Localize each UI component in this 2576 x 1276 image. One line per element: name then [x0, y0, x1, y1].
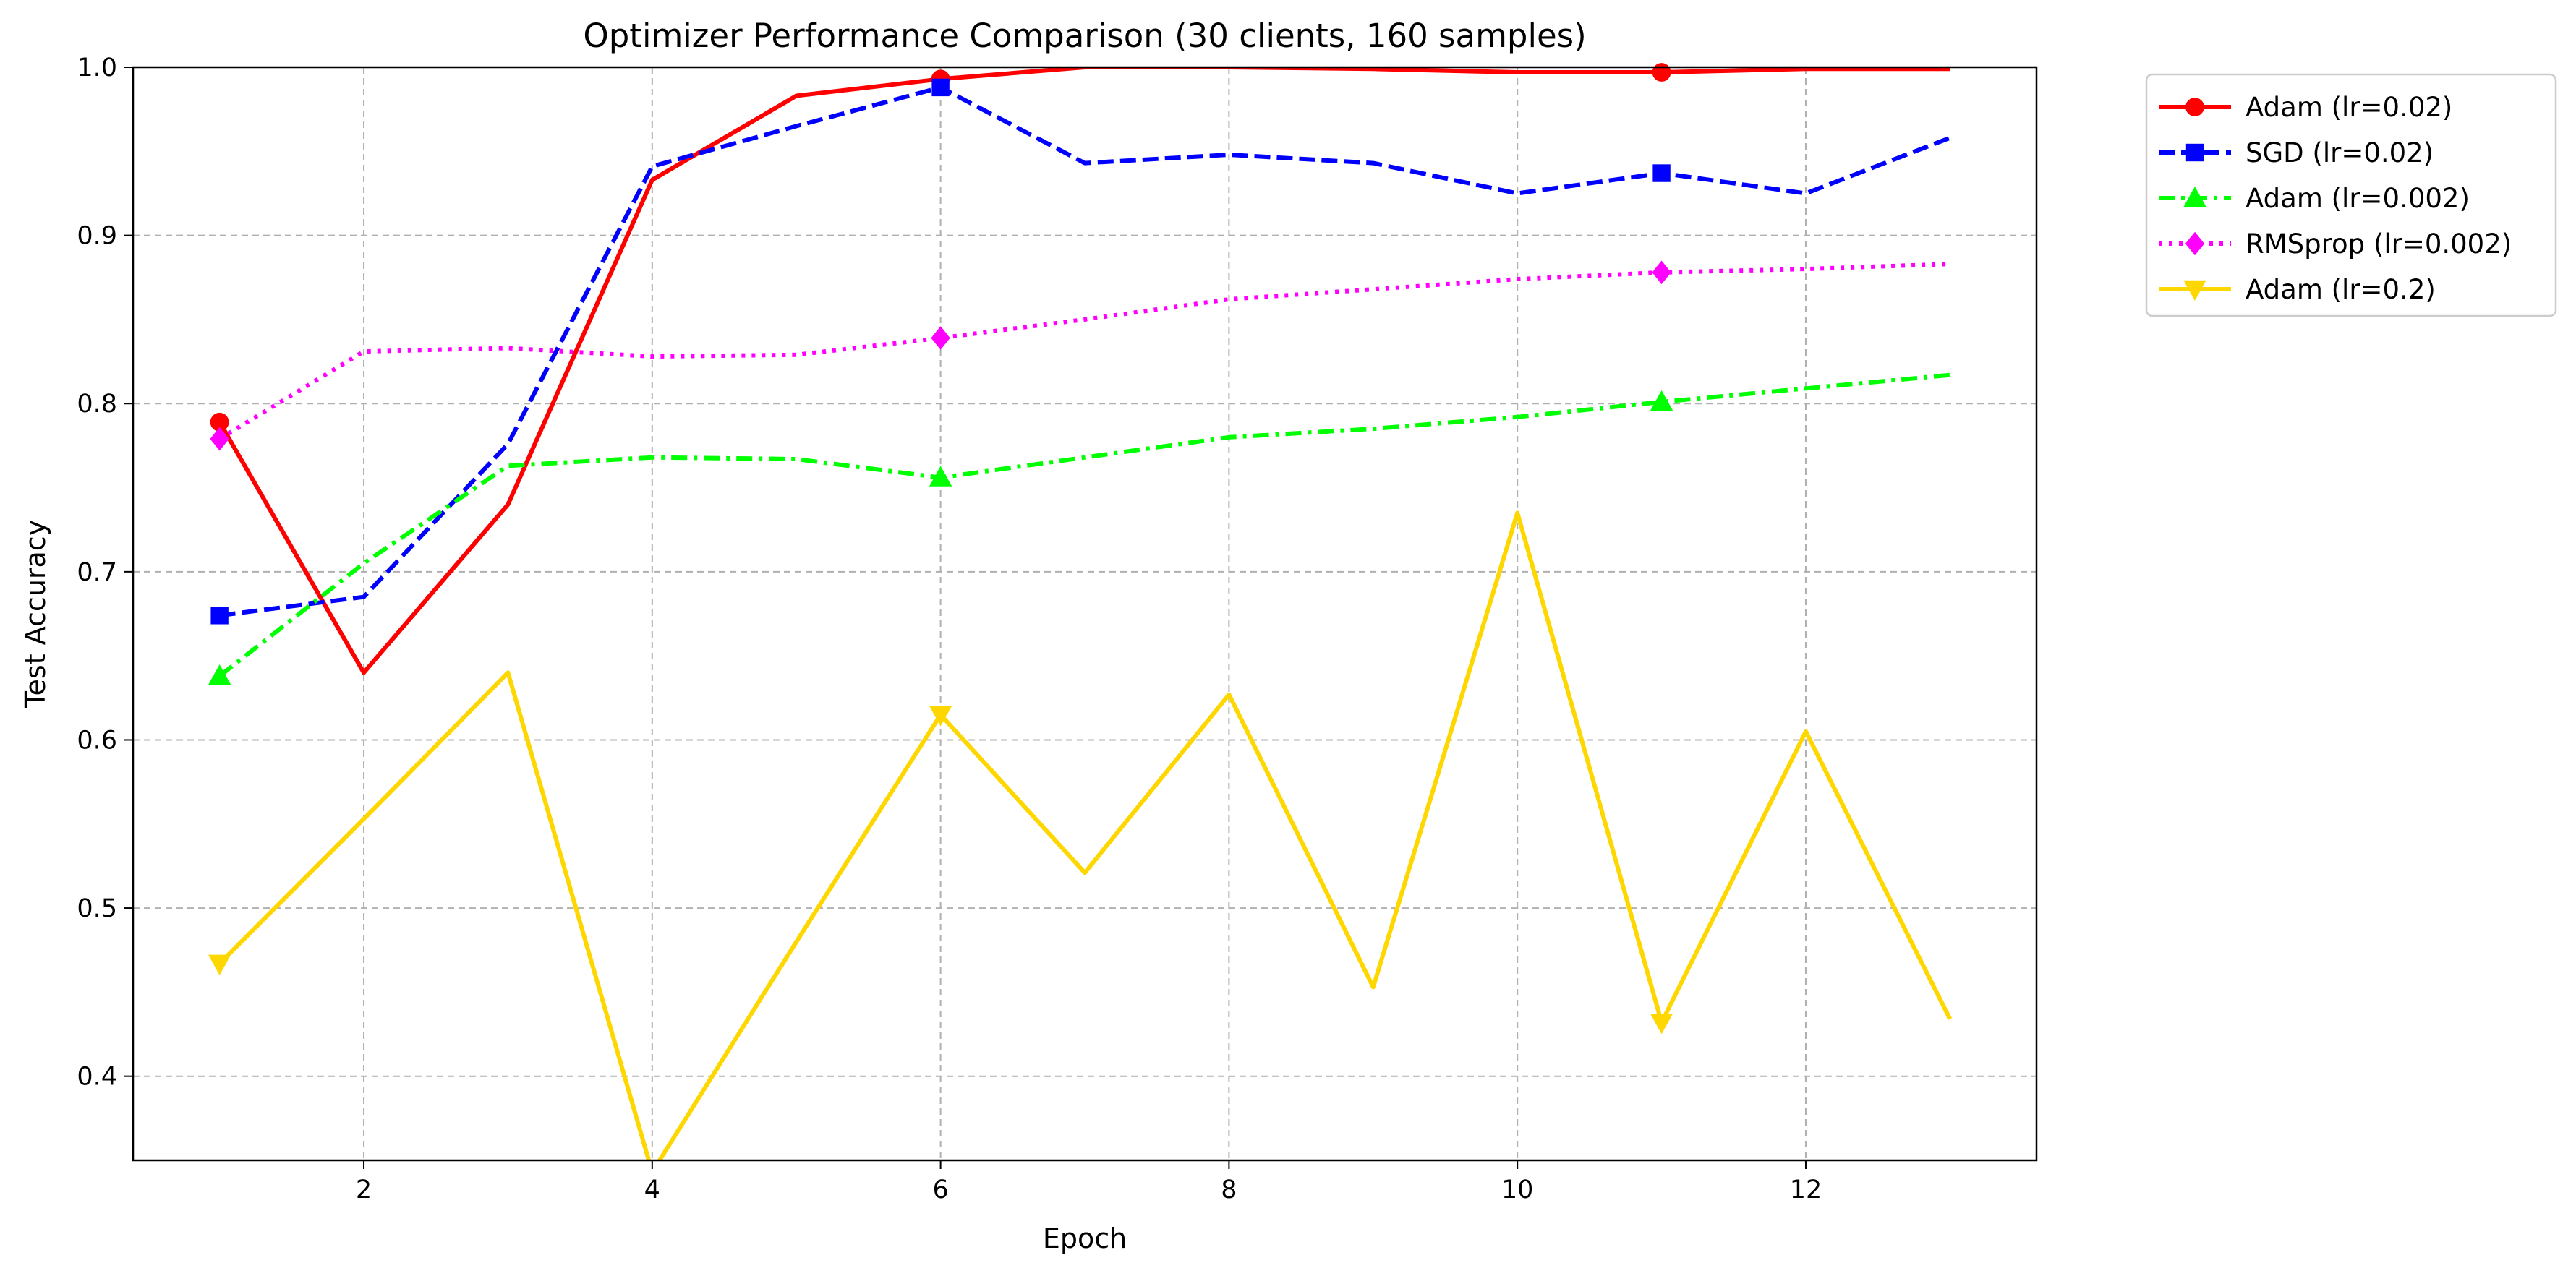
series-markers: [208, 63, 1673, 1035]
legend-marker: [2185, 98, 2204, 116]
y-tick-label: 0.8: [77, 390, 117, 419]
x-axis: 2 4 6 8 10 12: [356, 1160, 1822, 1204]
x-tick-label: 10: [1501, 1176, 1534, 1204]
data-point: [210, 607, 229, 625]
data-point: [1652, 164, 1671, 182]
legend-marker: [2183, 186, 2206, 207]
legend-label: SGD (lr=0.02): [2246, 137, 2434, 168]
data-point: [208, 954, 231, 975]
y-tick-label: 0.4: [77, 1063, 117, 1092]
x-tick-label: 4: [644, 1176, 660, 1204]
y-tick-label: 0.6: [77, 726, 117, 755]
x-tick-label: 2: [356, 1176, 372, 1204]
plot-background: [133, 67, 2037, 1160]
y-tick-label: 1.0: [77, 53, 117, 82]
chart-title: Optimizer Performance Comparison (30 cli…: [583, 17, 1586, 55]
data-point: [1652, 63, 1671, 82]
data-point: [931, 326, 950, 350]
data-point: [210, 427, 229, 451]
legend-marker: [2185, 143, 2204, 162]
y-axis-label: Test Accuracy: [20, 520, 51, 708]
x-tick-label: 12: [1790, 1176, 1822, 1204]
legend-label: RMSprop (lr=0.002): [2246, 228, 2512, 260]
legend-marker: [2183, 280, 2206, 301]
data-point: [929, 466, 952, 487]
x-axis-label: Epoch: [1043, 1223, 1127, 1254]
data-point: [1650, 390, 1673, 411]
data-point: [208, 664, 231, 685]
legend-label: Adam (lr=0.2): [2246, 274, 2436, 305]
y-tick-label: 0.5: [77, 894, 117, 923]
data-point: [931, 78, 950, 97]
data-point: [929, 706, 952, 727]
x-tick-label: 6: [932, 1176, 948, 1204]
plot-frame: [132, 66, 2038, 1162]
legend-label: Adam (lr=0.02): [2246, 92, 2452, 123]
legend: Adam (lr=0.02) SGD (lr=0.02) Adam (lr=0.00…: [2145, 73, 2557, 317]
data-point: [1652, 260, 1671, 285]
y-tick-label: 0.9: [77, 222, 117, 251]
y-axis: 0.4 0.5 0.6 0.7 0.8 0.9 1.0: [77, 53, 133, 1092]
x-tick-label: 8: [1221, 1176, 1237, 1204]
legend-marker: [2185, 231, 2205, 256]
data-point: [1650, 1014, 1673, 1035]
series-line: [218, 372, 1950, 678]
y-tick-label: 0.7: [77, 558, 117, 587]
legend-label: Adam (lr=0.002): [2246, 183, 2470, 214]
legend-box: [2145, 73, 2557, 317]
